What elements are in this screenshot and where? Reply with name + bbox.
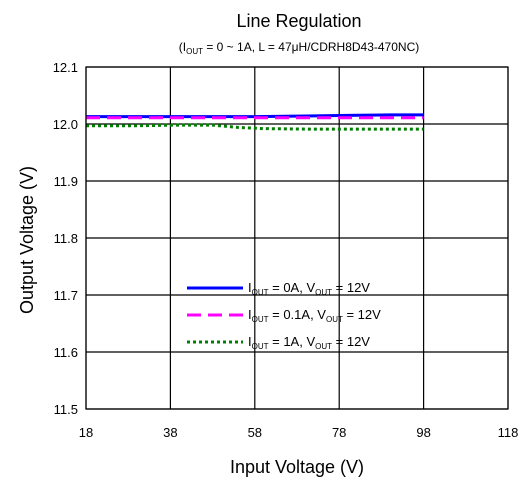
x-tick-label: 118 — [498, 425, 519, 440]
legend-label-1: IOUT = 0A, VOUT = 12V — [248, 280, 370, 297]
series-lines — [86, 113, 424, 131]
x-tick-label: 58 — [248, 425, 262, 440]
y-tick-label: 11.8 — [54, 231, 78, 246]
legend-label-2: IOUT = 0.1A, VOUT = 12V — [248, 307, 381, 324]
subtitle-subscript: OUT — [186, 47, 203, 56]
y-tick-label: 11.9 — [54, 174, 78, 189]
y-axis-label: Output Voltage (V) — [17, 166, 37, 314]
y-tick-label: 12.0 — [53, 117, 78, 132]
tick-labels: 18 38 58 78 98 118 11.5 11.6 11.7 11.8 11.9 12.0 12.… — [53, 60, 519, 440]
y-tick-label: 11.5 — [54, 402, 78, 417]
chart-title: Line Regulation — [236, 11, 361, 31]
y-tick-label: 11.6 — [54, 345, 78, 360]
x-tick-label: 18 — [79, 425, 93, 440]
chart-subtitle: (IOUT = 0 ~ 1A, L = 47μH/CDRH8D43-470NC) — [179, 40, 419, 56]
x-axis-label: Input Voltage (V) — [230, 457, 364, 477]
legend-label-3: IOUT = 1A, VOUT = 12V — [248, 334, 370, 351]
x-tick-label: 78 — [332, 425, 346, 440]
y-tick-label: 11.7 — [54, 288, 78, 303]
plot-frame — [85, 66, 509, 410]
legend: IOUT = 0A, VOUT = 12V IOUT = 0.1A, VOUT =… — [187, 280, 381, 351]
x-tick-label: 38 — [163, 425, 177, 440]
subtitle-suffix: = 0 ~ 1A, L = 47μH/CDRH8D43-470NC) — [203, 40, 419, 54]
y-tick-label: 12.1 — [53, 60, 78, 75]
x-tick-label: 98 — [416, 425, 430, 440]
series-line-3 — [86, 123, 424, 131]
subtitle-prefix: (I — [179, 40, 186, 54]
